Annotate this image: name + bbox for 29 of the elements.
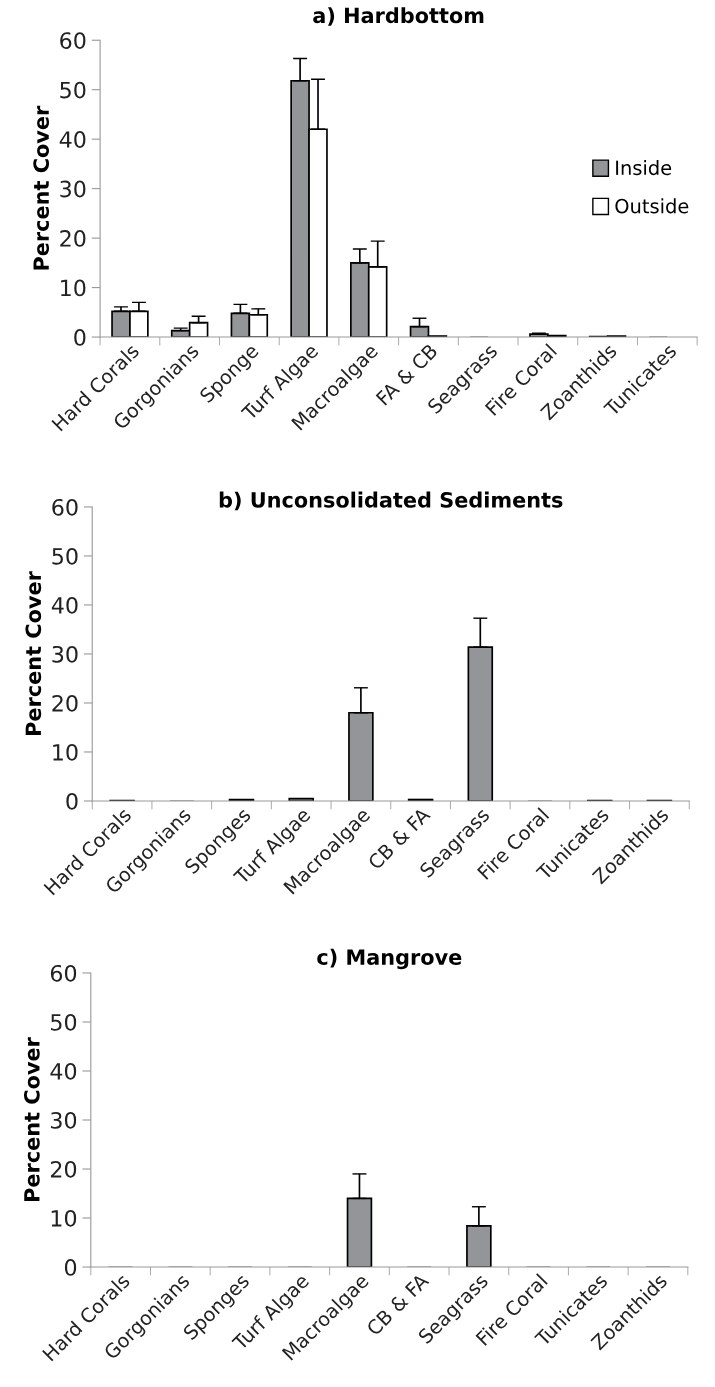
y-tick-label: 30 [60,180,86,198]
y-tick-label: 0 [66,792,78,810]
y-tick-label: 50 [52,547,78,565]
chart-title: a) Hardbottom [313,7,484,26]
y-tick-label: 30 [52,645,78,663]
y-tick-label: 20 [52,694,78,712]
chart-title: b) Unconsolidated Sediments [219,491,563,511]
y-tick-label: 10 [61,279,86,297]
y-tick-label: 60 [60,32,86,49]
y-tick-label: 50 [51,1013,77,1031]
y-axis-title: Percent Cover [25,571,42,735]
y-tick-label: 10 [53,743,78,761]
y-axis-title: Percent Cover [33,105,50,270]
y-tick-label: 50 [60,81,86,99]
y-tick-label: 20 [60,230,86,247]
legend-label: Inside [616,160,672,176]
legend-label: Outside [615,198,689,214]
y-tick-label: 30 [51,1111,77,1129]
y-tick-label: 0 [74,328,86,346]
y-tick-label: 0 [64,1258,77,1276]
y-tick-label: 60 [50,964,77,982]
y-tick-label: 40 [59,131,86,148]
y-tick-label: 60 [52,498,78,516]
y-tick-label: 20 [50,1160,77,1178]
chart-title: c) Mangrove [317,948,462,970]
y-tick-label: 40 [51,596,78,614]
y-tick-label: 40 [50,1062,77,1080]
y-axis-title: Percent Cover [23,1037,40,1201]
y-tick-label: 10 [51,1209,77,1227]
